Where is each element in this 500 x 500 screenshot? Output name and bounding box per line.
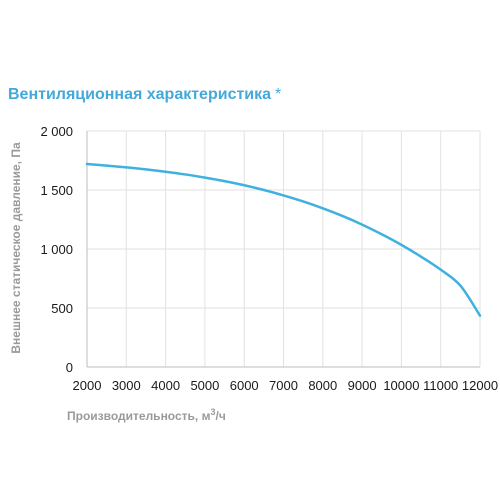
x-tick-label: 9000 (348, 378, 377, 393)
series (85, 162, 482, 317)
y-tick-label: 2 000 (40, 124, 73, 139)
y-tick-label: 0 (66, 360, 73, 375)
chart-title-text: Вентиляционная характеристика (8, 86, 272, 103)
chart-title-asterisk: * (275, 86, 282, 103)
y-tick-label: 500 (51, 301, 73, 316)
series-line (85, 162, 482, 317)
x-axis-label-superscript: 3 (210, 407, 215, 417)
x-tick-label: 5000 (190, 378, 219, 393)
x-tick-label: 12000 (462, 378, 498, 393)
tick-labels: 0 500 1 000 1 500 2 000 2000 3000 4000 5000 6000 7… (40, 124, 498, 393)
x-tick-label: 3000 (112, 378, 141, 393)
y-tick-label: 1 000 (40, 242, 73, 257)
chart-title: Вентиляционная характеристика * (8, 86, 281, 104)
x-tick-label: 10000 (383, 378, 419, 393)
y-tick-label: 1 500 (40, 183, 73, 198)
x-axis-label-unit: /ч (215, 409, 225, 423)
x-tick-label: 4000 (151, 378, 180, 393)
y-axis-label: Внешнее статическое давление, Па (9, 142, 23, 354)
x-tick-label: 6000 (230, 378, 259, 393)
x-tick-label: 8000 (308, 378, 337, 393)
grid (87, 130, 481, 367)
x-tick-label: 2000 (73, 378, 102, 393)
x-tick-label: 7000 (269, 378, 298, 393)
x-axis-label: Производительность, м3/ч (67, 407, 226, 423)
x-axis-label-text: Производительность, м (67, 409, 211, 423)
x-tick-label: 11000 (423, 378, 458, 393)
axes (86, 131, 480, 368)
